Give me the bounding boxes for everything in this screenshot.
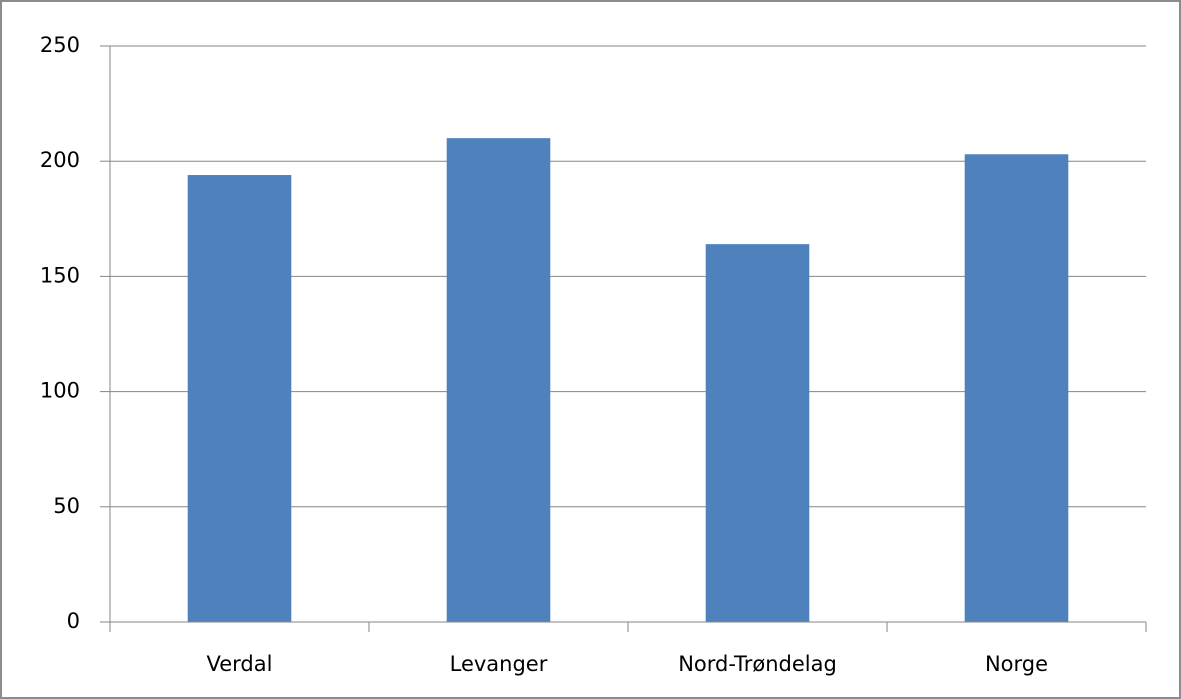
y-tick-label: 200 — [40, 148, 80, 172]
y-tick-label: 100 — [40, 379, 80, 403]
y-tick-label: 0 — [67, 609, 80, 633]
y-tick-label: 50 — [53, 494, 80, 518]
x-tick-label: Nord-Trøndelag — [678, 652, 837, 676]
x-tick-label: Norge — [985, 652, 1048, 676]
y-tick-label: 150 — [40, 263, 80, 287]
bar — [446, 138, 551, 622]
bar — [964, 154, 1069, 622]
bar — [187, 175, 292, 623]
x-tick-label: Levanger — [450, 652, 548, 676]
bar — [705, 244, 810, 623]
y-tick-label: 250 — [40, 33, 80, 57]
x-tick-label: Verdal — [207, 652, 273, 676]
